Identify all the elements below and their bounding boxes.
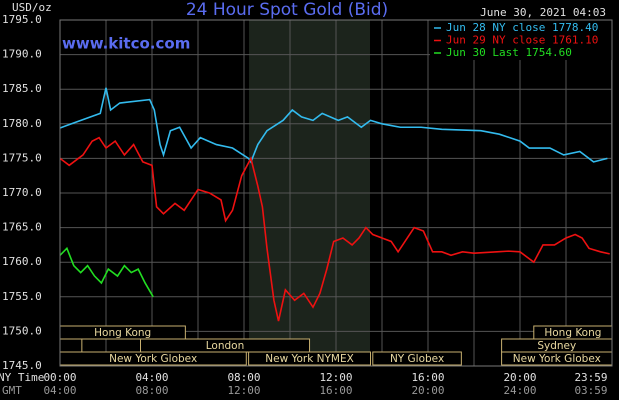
session-label: Hong Kong: [544, 327, 601, 339]
session-label: New York Globex: [109, 353, 197, 365]
unit-label: USD/oz: [12, 1, 52, 14]
y-tick-label: 1745.0: [2, 359, 42, 372]
session-label: Hong Kong: [94, 327, 151, 339]
y-tick-label: 1785.0: [2, 82, 42, 95]
y-tick-label: 1780.0: [2, 117, 42, 130]
session-label: New York NYMEX: [265, 353, 354, 365]
x-row-label: GMT: [2, 384, 22, 397]
series-line: [59, 136, 610, 322]
x2-tick-label: 20:00: [411, 384, 444, 397]
x2-tick-label: 12:00: [227, 384, 260, 397]
y-tick-label: 1775.0: [2, 151, 42, 164]
x-tick-label: 00:00: [43, 371, 76, 384]
x-tick-label: 12:00: [319, 371, 352, 384]
series-line: [59, 246, 154, 298]
x2-tick-label: 04:00: [43, 384, 76, 397]
source: www.kitco.com: [62, 35, 190, 53]
session-label: New York Globex: [513, 353, 601, 365]
y-tick-label: 1755.0: [2, 290, 42, 303]
x-tick-label: 20:00: [503, 371, 536, 384]
y-tick-label: 1750.0: [2, 324, 42, 337]
legend-box: [430, 20, 612, 60]
x-tick-label: 23:59: [574, 371, 607, 384]
y-tick-label: 1765.0: [2, 221, 42, 234]
session-box: [248, 351, 372, 366]
legend-label: Jun 29 NY close 1761.10: [446, 34, 598, 47]
x-row-label: NY Time: [0, 371, 44, 384]
x2-tick-label: 24:00: [503, 384, 536, 397]
x2-tick-label: 16:00: [319, 384, 352, 397]
y-tick-label: 1790.0: [2, 48, 42, 61]
y-tick-label: 1760.0: [2, 255, 42, 268]
session-box: [59, 338, 83, 353]
timestamp: June 30, 2021 04:03: [480, 6, 606, 19]
y-tick-label: 1770.0: [2, 186, 42, 199]
y-tick-label: 1795.0: [2, 13, 42, 26]
legend-label: Jun 28 NY close 1778.40: [446, 21, 598, 34]
session-label: NY Globex: [390, 353, 444, 365]
legend-label: Jun 30 Last 1754.60: [446, 46, 572, 59]
x2-tick-label: 03:59: [574, 384, 607, 397]
chart-title: 24 Hour Spot Gold (Bid): [186, 0, 388, 20]
session-box: [372, 351, 462, 366]
x-tick-label: 04:00: [135, 371, 168, 384]
plot-frame: [59, 19, 613, 367]
x-tick-label: 08:00: [227, 371, 260, 384]
session-label: Sydney: [537, 340, 576, 352]
session-label: London: [206, 340, 245, 352]
series-line: [59, 87, 608, 164]
x-tick-label: 16:00: [411, 371, 444, 384]
x2-tick-label: 08:00: [135, 384, 168, 397]
